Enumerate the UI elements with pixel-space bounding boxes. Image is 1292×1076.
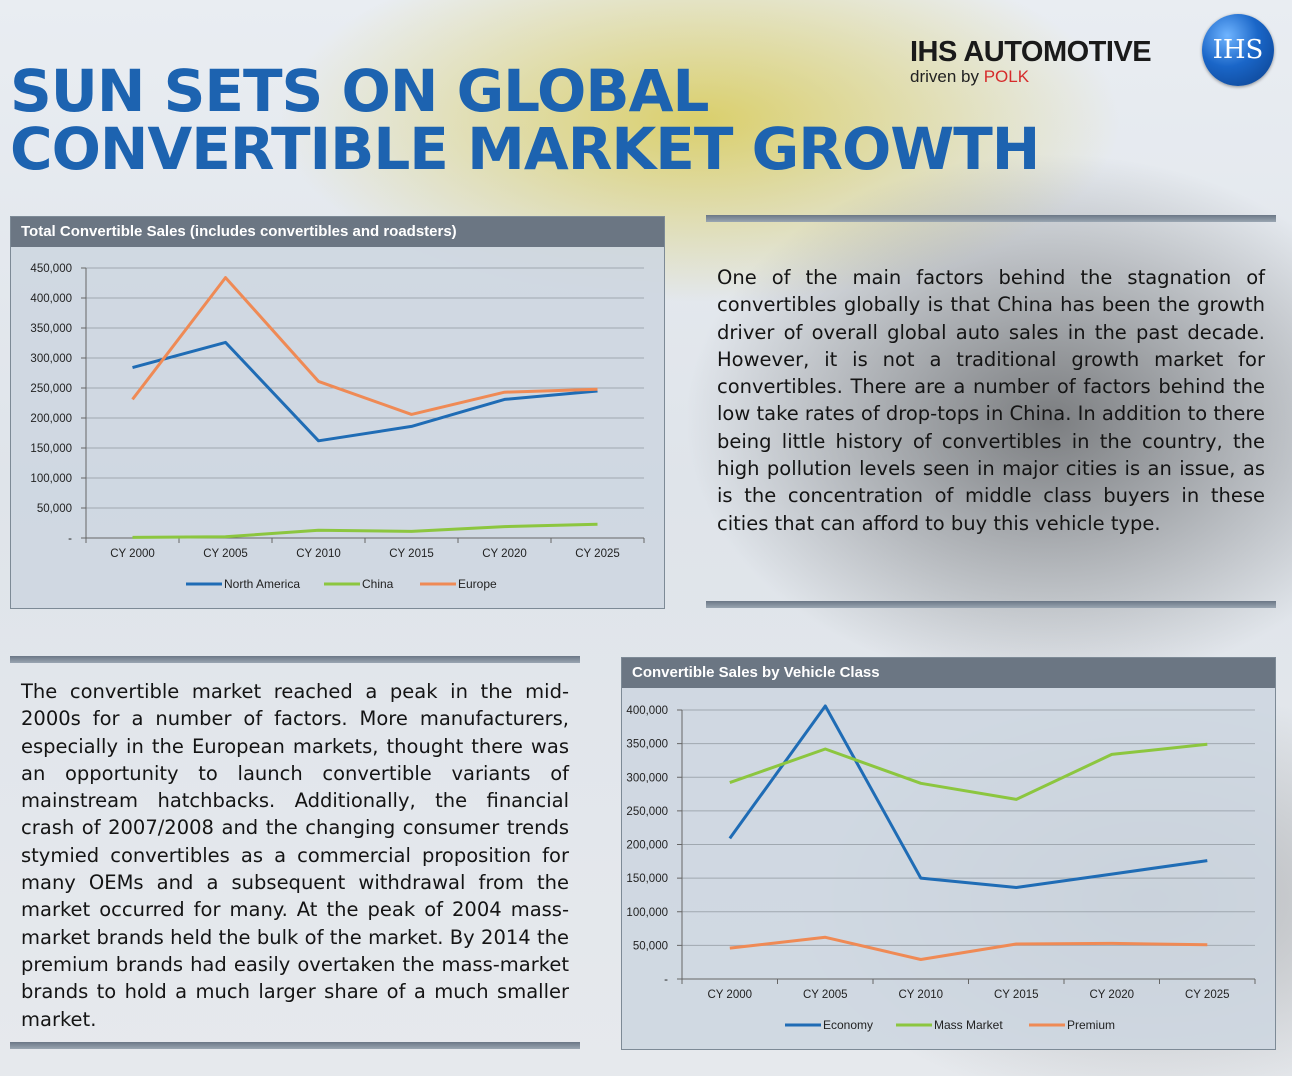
legend-item: Premium	[1029, 1018, 1115, 1032]
x-tick-label: CY 2015	[994, 989, 1039, 1001]
chart-total-sales: - 50,000 100,000 150,000 200,000 250,000 300,0…	[30, 263, 645, 591]
series-line-north-america	[132, 340, 598, 443]
brand-block: IHS AUTOMOTIVE driven by POLK	[910, 36, 1152, 86]
legend-label: Economy	[823, 1018, 873, 1032]
divider-mid-left	[10, 656, 580, 663]
divider-bottom-left	[10, 1042, 580, 1049]
x-tick-label: CY 2020	[482, 548, 527, 560]
title-line-1: SUN SETS ON GLOBAL	[10, 57, 709, 125]
chart-panel-total-sales: Total Convertible Sales (includes conver…	[10, 216, 665, 609]
legend-item: Economy	[785, 1018, 873, 1032]
x-tick-label: CY 2005	[203, 548, 248, 560]
x-tick-label: CY 2005	[803, 989, 848, 1001]
legend-label: North America	[224, 577, 300, 591]
y-tick-label: 400,000	[626, 705, 668, 717]
brand-tagline-text: driven by	[910, 67, 984, 86]
series-line-mass-market	[729, 742, 1208, 801]
y-tick-label: 300,000	[626, 772, 668, 784]
y-tick-label: 50,000	[633, 940, 668, 952]
y-tick-label: 250,000	[30, 383, 72, 395]
brand-name: IHS AUTOMOTIVE	[910, 36, 1152, 68]
x-tick-label: CY 2000	[707, 989, 752, 1001]
y-tick-label: 100,000	[30, 473, 72, 485]
legend-item: Europe	[420, 577, 497, 591]
series-line-europe	[131, 276, 598, 416]
y-tick-label: 350,000	[30, 323, 72, 335]
y-tick-label: 150,000	[626, 873, 668, 885]
x-tick-label: CY 2010	[898, 989, 943, 1001]
chart-panel-vehicle-class: Convertible Sales by Vehicle Class - 50,0…	[621, 657, 1276, 1050]
x-tick-label: CY 2010	[296, 548, 341, 560]
ihs-logo-icon: IHS	[1202, 14, 1274, 86]
y-tick-label: -	[68, 533, 72, 545]
y-tick-label: 400,000	[30, 293, 72, 305]
brand-tagline: driven by POLK	[910, 68, 1151, 86]
x-tick-label: CY 2025	[575, 548, 620, 560]
y-tick-label: 350,000	[626, 739, 668, 751]
left-paragraph: The convertible market reached a peak in…	[21, 680, 569, 1031]
gridlines	[86, 267, 644, 539]
legend-label: Europe	[458, 577, 497, 591]
series-line-premium	[729, 935, 1208, 961]
legend-item: China	[324, 577, 394, 591]
right-paragraph: One of the main factors behind the stagn…	[717, 266, 1265, 535]
y-tick-label: 300,000	[30, 353, 72, 365]
y-tick-label: 200,000	[30, 413, 72, 425]
x-tick-label: CY 2020	[1089, 989, 1134, 1001]
chart-title: Total Convertible Sales (includes conver…	[11, 217, 664, 247]
divider-top-right	[706, 215, 1276, 222]
brand-tagline-accent: POLK	[983, 67, 1030, 86]
legend-item: North America	[186, 577, 300, 591]
divider-mid-right	[706, 601, 1276, 608]
logo-text: IHS	[1212, 35, 1264, 65]
legend-label: Premium	[1067, 1018, 1115, 1032]
y-tick-label: 450,000	[30, 263, 72, 275]
y-tick-label: 250,000	[626, 806, 668, 818]
y-tick-label: 150,000	[30, 443, 72, 455]
legend-item: Mass Market	[896, 1018, 1003, 1032]
gridlines	[682, 709, 1255, 980]
y-tick-label: 50,000	[37, 503, 72, 515]
y-tick-label: 100,000	[626, 907, 668, 919]
title-line-2: CONVERTIBLE MARKET GROWTH	[10, 115, 1040, 183]
series-line-economy	[728, 704, 1208, 889]
chart-vehicle-class: - 50,000 100,000 150,000 200,000 250,000 300,0…	[626, 704, 1256, 1032]
x-tick-label: CY 2015	[389, 548, 434, 560]
y-tick-label: 200,000	[626, 840, 668, 852]
x-tick-label: CY 2000	[110, 548, 155, 560]
y-tick-label: -	[664, 974, 668, 986]
legend-label: Mass Market	[934, 1018, 1003, 1032]
legend-label: China	[362, 577, 394, 591]
page-title: SUN SETS ON GLOBAL CONVERTIBLE MARKET GR…	[10, 57, 1040, 183]
x-tick-label: CY 2025	[1185, 989, 1230, 1001]
chart-title: Convertible Sales by Vehicle Class	[622, 658, 1275, 688]
series-line-china	[132, 522, 598, 539]
